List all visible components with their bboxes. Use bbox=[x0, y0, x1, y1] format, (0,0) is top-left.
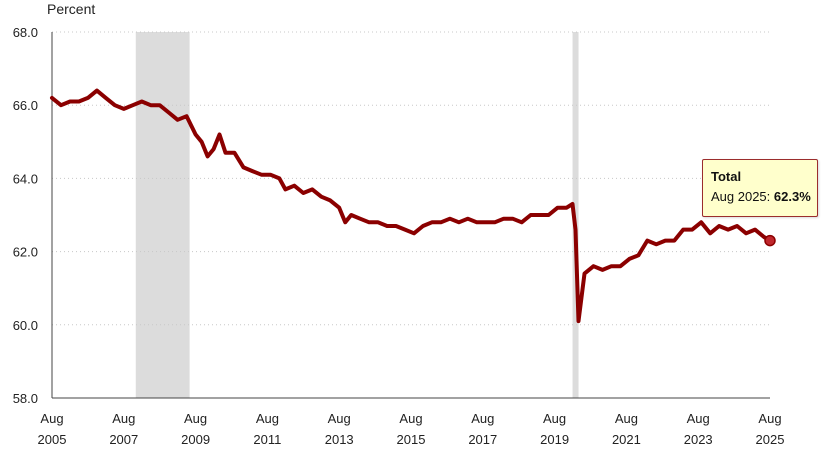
y-tick-label: 66.0 bbox=[13, 98, 38, 113]
y-tick-label: 60.0 bbox=[13, 318, 38, 333]
x-tick-month-label: Aug bbox=[543, 411, 566, 426]
highlighted-point bbox=[764, 234, 776, 247]
tooltip-value-row: Aug 2025: 62.3% bbox=[711, 189, 817, 204]
data-tooltip: Total Aug 2025: 62.3% bbox=[702, 159, 818, 217]
x-tick-month-label: Aug bbox=[328, 411, 351, 426]
x-tick-year-label: 2013 bbox=[325, 432, 354, 447]
x-tick-year-label: 2009 bbox=[181, 432, 210, 447]
recession-band bbox=[135, 32, 190, 398]
x-tick-year-label: 2019 bbox=[540, 432, 569, 447]
x-tick-month-label: Aug bbox=[687, 411, 710, 426]
x-tick-month-label: Aug bbox=[112, 411, 135, 426]
x-tick-month-label: Aug bbox=[615, 411, 638, 426]
x-tick-month-label: Aug bbox=[758, 411, 781, 426]
y-tick-label: 62.0 bbox=[13, 245, 38, 260]
x-tick-month-label: Aug bbox=[184, 411, 207, 426]
series-line-total bbox=[50, 88, 772, 324]
tooltip-date-label: Aug 2025: bbox=[711, 189, 774, 204]
x-tick-year-label: 2023 bbox=[684, 432, 713, 447]
x-tick-year-label: 2021 bbox=[612, 432, 641, 447]
x-tick-month-label: Aug bbox=[399, 411, 422, 426]
x-tick-month-label: Aug bbox=[40, 411, 63, 426]
tooltip-series-name: Total bbox=[711, 169, 742, 184]
x-tick-year-label: 2017 bbox=[468, 432, 497, 447]
x-tick-year-label: 2011 bbox=[253, 432, 281, 447]
x-tick-year-label: 2015 bbox=[397, 432, 426, 447]
y-tick-label: 64.0 bbox=[13, 171, 38, 186]
x-tick-year-label: 2005 bbox=[38, 432, 67, 447]
y-axis-unit-label: Percent bbox=[47, 1, 96, 17]
x-tick-year-label: 2025 bbox=[756, 432, 785, 447]
tooltip-value: 62.3% bbox=[773, 189, 811, 204]
x-tick-month-label: Aug bbox=[256, 411, 279, 426]
x-tick-year-label: 2007 bbox=[109, 432, 138, 447]
y-tick-label: 58.0 bbox=[13, 391, 38, 406]
y-tick-label: 68.0 bbox=[13, 25, 38, 40]
x-tick-month-label: Aug bbox=[471, 411, 494, 426]
